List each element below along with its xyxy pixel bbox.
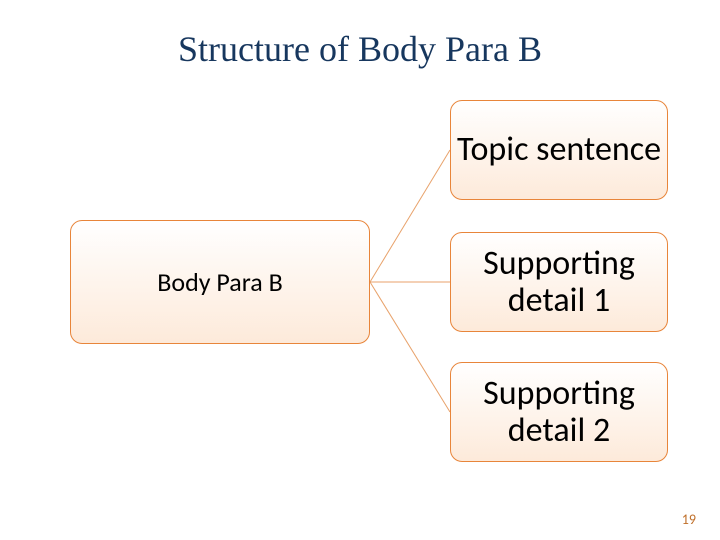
page-number: 19	[682, 511, 696, 528]
parent-node-label: Body Para B	[157, 268, 283, 297]
child-node-2: Supporting detail 2	[450, 362, 668, 462]
parent-node: Body Para B	[70, 220, 370, 344]
child-node-1: Supporting detail 1	[450, 232, 668, 332]
connector-3	[370, 282, 450, 412]
slide-title: Structure of Body Para B	[0, 28, 720, 70]
child-node-0: Topic sentence	[450, 100, 668, 200]
child-node-2-label: Supporting detail 2	[451, 375, 667, 450]
child-node-0-label: Topic sentence	[457, 131, 661, 168]
connector-1	[370, 150, 450, 282]
child-node-1-label: Supporting detail 1	[451, 245, 667, 320]
